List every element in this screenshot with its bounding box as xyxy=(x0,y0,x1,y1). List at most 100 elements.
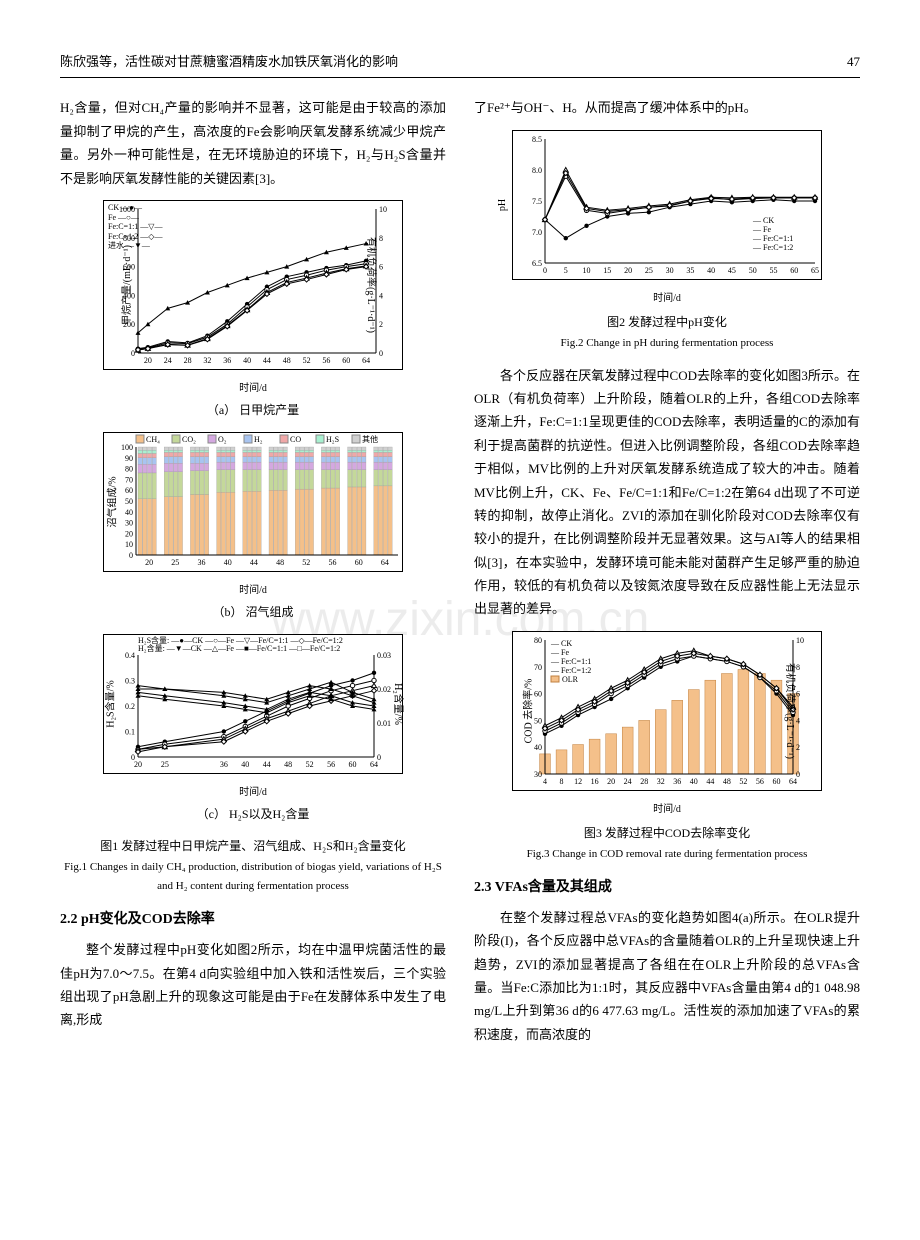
svg-text:6.5: 6.5 xyxy=(532,259,542,268)
svg-text:— Fe: — Fe xyxy=(550,648,569,657)
svg-text:OLR: OLR xyxy=(562,675,579,684)
fig1a-chart: CK —●— Fe —○— Fe:C=1:1 —▽— Fe:C=1:2 —◇— … xyxy=(103,200,403,370)
svg-text:60: 60 xyxy=(125,486,133,495)
right-p1: 了Fe²⁺与OH⁻、H。从而提高了缓冲体系中的pH。 xyxy=(474,96,860,119)
svg-text:0: 0 xyxy=(131,349,135,358)
svg-text:40: 40 xyxy=(707,266,715,275)
svg-text:40: 40 xyxy=(224,558,232,567)
svg-text:10: 10 xyxy=(125,540,133,549)
fig3-ylabel: COD 去除率/% xyxy=(520,678,538,743)
svg-text:70: 70 xyxy=(125,475,133,484)
svg-text:36: 36 xyxy=(223,356,231,365)
svg-text:20: 20 xyxy=(125,529,133,538)
fig1c-y2label: H₂含量/% xyxy=(388,683,406,725)
fig1a-ylabel: 甲烷产量/(mL·d⁻¹) xyxy=(119,245,137,325)
svg-text:CO₂: CO₂ xyxy=(182,435,196,444)
svg-text:0.3: 0.3 xyxy=(125,676,135,685)
leg-ck: CK xyxy=(108,203,119,212)
svg-text:56: 56 xyxy=(327,760,335,769)
svg-text:40: 40 xyxy=(241,760,249,769)
fig3-y2label: 有机负荷率(g·L⁻¹·d⁻¹) xyxy=(780,663,798,759)
svg-text:H₂S: H₂S xyxy=(326,435,339,444)
leg-fec12: Fe:C=1:2 xyxy=(108,232,138,241)
svg-text:32: 32 xyxy=(657,777,665,786)
svg-text:5: 5 xyxy=(564,266,568,275)
svg-text:H₂含量: —▼—CK —△—Fe —■—Fe/C=1:1: H₂含量: —▼—CK —△—Fe —■—Fe/C=1:1 —□—Fe/C=1:… xyxy=(138,643,340,653)
fig1c-ylabel: H₂S含量/% xyxy=(103,680,121,727)
svg-text:7.0: 7.0 xyxy=(532,228,542,237)
svg-text:64: 64 xyxy=(381,558,389,567)
svg-text:64: 64 xyxy=(789,777,797,786)
left-p1: H₂含量，但对CH₄产量的影响并不显著，这可能是由于较高的添加量抑制了甲烷的产生… xyxy=(60,96,446,190)
fig2-caption-en: Fig.2 Change in pH during fermentation p… xyxy=(474,334,860,354)
svg-text:25: 25 xyxy=(161,760,169,769)
svg-text:4: 4 xyxy=(543,777,547,786)
leg-fec11: Fe:C=1:1 xyxy=(108,222,138,231)
two-column-layout: H₂含量，但对CH₄产量的影响并不显著，这可能是由于较高的添加量抑制了甲烷的产生… xyxy=(60,96,860,1052)
svg-text:20: 20 xyxy=(607,777,615,786)
svg-text:64: 64 xyxy=(370,760,378,769)
fig1b-ylabel: 沼气组成/% xyxy=(105,476,123,527)
svg-text:0: 0 xyxy=(129,551,133,560)
svg-text:CH₄: CH₄ xyxy=(146,435,160,444)
svg-text:— Fe:C=1:2: — Fe:C=1:2 xyxy=(550,666,591,675)
fig2-xlabel: 时间/d xyxy=(474,290,860,308)
svg-text:20: 20 xyxy=(134,760,142,769)
svg-text:35: 35 xyxy=(686,266,694,275)
fig3-caption-en: Fig.3 Change in COD removal rate during … xyxy=(474,845,860,865)
svg-text:48: 48 xyxy=(284,760,292,769)
sec23-title: 2.3 VFAs含量及其组成 xyxy=(474,875,860,900)
svg-text:4: 4 xyxy=(379,291,383,300)
svg-text:10: 10 xyxy=(583,266,591,275)
svg-text:44: 44 xyxy=(250,558,258,567)
svg-text:10: 10 xyxy=(379,205,387,214)
running-title: 陈欣强等，活性碳对甘蔗糖蜜酒精废水加铁厌氧消化的影响 xyxy=(60,50,398,73)
fig2-chart: pH 6.57.07.58.08.50510152025303540455055… xyxy=(512,130,822,280)
svg-text:12: 12 xyxy=(574,777,582,786)
svg-text:40: 40 xyxy=(243,356,251,365)
svg-text:80: 80 xyxy=(125,465,133,474)
fig3-chart: COD 去除率/% 有机负荷率(g·L⁻¹·d⁻¹) 3040506070800… xyxy=(512,631,822,791)
fig1a-xlabel: 时间/d xyxy=(60,380,446,398)
svg-text:其他: 其他 xyxy=(362,434,378,444)
svg-text:0.4: 0.4 xyxy=(125,651,135,660)
fig1c-caption: （c） H₂S以及H₂含量 xyxy=(60,804,446,826)
svg-text:8.5: 8.5 xyxy=(532,135,542,144)
svg-text:56: 56 xyxy=(756,777,764,786)
svg-text:8: 8 xyxy=(379,234,383,243)
svg-text:0.2: 0.2 xyxy=(125,702,135,711)
svg-text:20: 20 xyxy=(144,356,152,365)
fig1b-wrap: 沼气组成/% CH₄CO₂O₂H₂COH₂S其他0102030405060708… xyxy=(60,432,446,624)
page-number: 47 xyxy=(847,50,860,73)
svg-text:8: 8 xyxy=(560,777,564,786)
svg-text:— Fe:C=1:2: — Fe:C=1:2 xyxy=(752,243,793,252)
fig3-wrap: COD 去除率/% 有机负荷率(g·L⁻¹·d⁻¹) 3040506070800… xyxy=(474,631,860,865)
svg-text:70: 70 xyxy=(534,663,542,672)
svg-text:45: 45 xyxy=(728,266,736,275)
svg-text:O₂: O₂ xyxy=(218,435,227,444)
svg-text:60: 60 xyxy=(349,760,357,769)
svg-text:32: 32 xyxy=(203,356,211,365)
svg-text:2: 2 xyxy=(379,320,383,329)
svg-text:25: 25 xyxy=(171,558,179,567)
svg-text:28: 28 xyxy=(640,777,648,786)
fig1a-wrap: CK —●— Fe —○— Fe:C=1:1 —▽— Fe:C=1:2 —◇— … xyxy=(60,200,446,422)
svg-text:H₂: H₂ xyxy=(254,435,263,444)
svg-text:7.5: 7.5 xyxy=(532,197,542,206)
fig1b-xlabel: 时间/d xyxy=(60,582,446,600)
svg-text:25: 25 xyxy=(645,266,653,275)
right-p3: 在整个发酵过程总VFAs的变化趋势如图4(a)所示。在OLR提升阶段(I)，各个… xyxy=(474,906,860,1046)
svg-text:80: 80 xyxy=(534,636,542,645)
svg-text:50: 50 xyxy=(125,497,133,506)
fig2-ylabel: pH xyxy=(494,199,512,211)
fig1a-y2label: 有机负荷率(g·L⁻¹·d⁻¹) xyxy=(361,237,379,333)
fig1a-caption: （a） 日甲烷产量 xyxy=(60,400,446,422)
fig1b-chart: 沼气组成/% CH₄CO₂O₂H₂COH₂S其他0102030405060708… xyxy=(103,432,403,572)
svg-text:44: 44 xyxy=(263,760,271,769)
svg-text:0: 0 xyxy=(379,349,383,358)
fig1c-xlabel: 时间/d xyxy=(60,784,446,802)
svg-text:65: 65 xyxy=(811,266,819,275)
svg-text:100: 100 xyxy=(121,443,133,452)
fig1b-svg: CH₄CO₂O₂H₂COH₂S其他01020304050607080901002… xyxy=(104,433,404,573)
svg-text:60: 60 xyxy=(355,558,363,567)
